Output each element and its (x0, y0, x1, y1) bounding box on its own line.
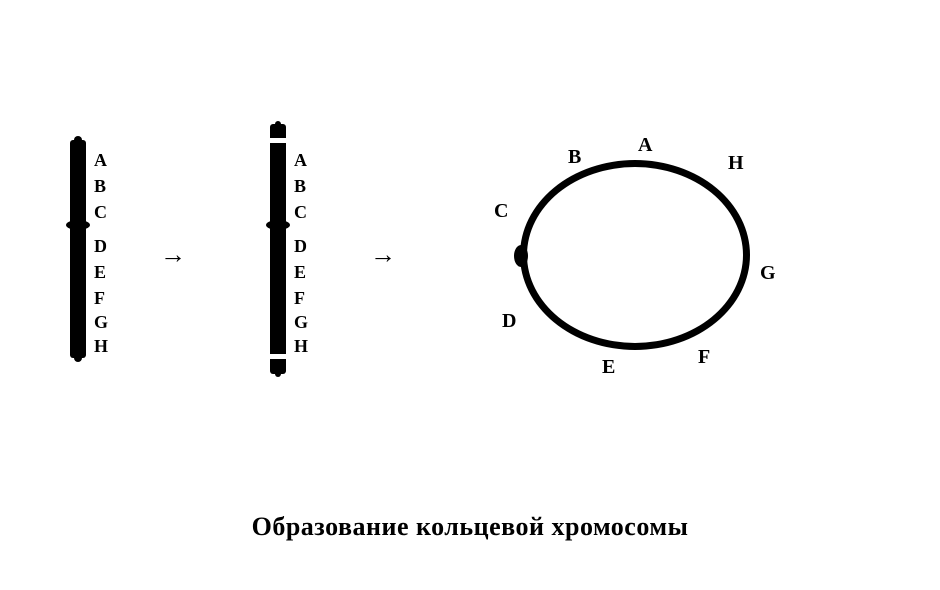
gene-label: H (728, 152, 744, 175)
gene-label: F (94, 288, 105, 309)
telomere-top (74, 136, 82, 144)
gene-label: G (94, 312, 108, 333)
gene-label: D (294, 236, 307, 257)
gene-label: A (294, 150, 307, 171)
fragment-tip-bottom (275, 371, 281, 377)
ring-outline (520, 160, 750, 350)
gene-label: E (602, 356, 615, 379)
gene-label: C (294, 202, 307, 223)
gene-label: F (294, 288, 305, 309)
ring-centromere (514, 245, 528, 267)
gene-label: A (94, 150, 107, 171)
caption: Образование кольцевой хромосомы (0, 512, 940, 542)
gene-label: H (94, 336, 108, 357)
telomere-bottom (74, 354, 82, 362)
break-gap-bottom (268, 354, 288, 359)
centromere-1 (66, 220, 90, 230)
arrow-2: → (370, 240, 396, 270)
gene-label: B (568, 146, 581, 169)
gene-label: G (760, 262, 776, 285)
gene-label: G (294, 312, 308, 333)
gene-label: H (294, 336, 308, 357)
gene-label: C (494, 200, 508, 223)
break-gap-top (268, 138, 288, 143)
gene-label: D (94, 236, 107, 257)
gene-label: E (294, 262, 306, 283)
fragment-tip-top (275, 121, 281, 127)
diagram-area: ABCDEFGH → ABCDEFGH → ABCDEFGH (0, 140, 940, 420)
centromere-2 (266, 220, 290, 230)
chromosome-linear-2 (270, 124, 286, 374)
gene-label: B (294, 176, 306, 197)
gene-label: A (638, 134, 652, 157)
gene-label: C (94, 202, 107, 223)
chromosome-linear-1 (70, 140, 86, 358)
gene-label: E (94, 262, 106, 283)
gene-label: B (94, 176, 106, 197)
gene-label: D (502, 310, 516, 333)
gene-label: F (698, 346, 710, 369)
arrow-1: → (160, 240, 186, 270)
